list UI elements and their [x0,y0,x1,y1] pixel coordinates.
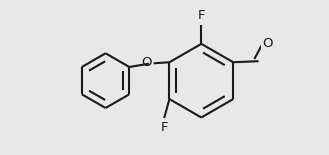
Text: F: F [198,9,205,22]
Text: O: O [141,56,152,69]
Text: O: O [263,37,273,50]
Text: F: F [161,121,168,134]
